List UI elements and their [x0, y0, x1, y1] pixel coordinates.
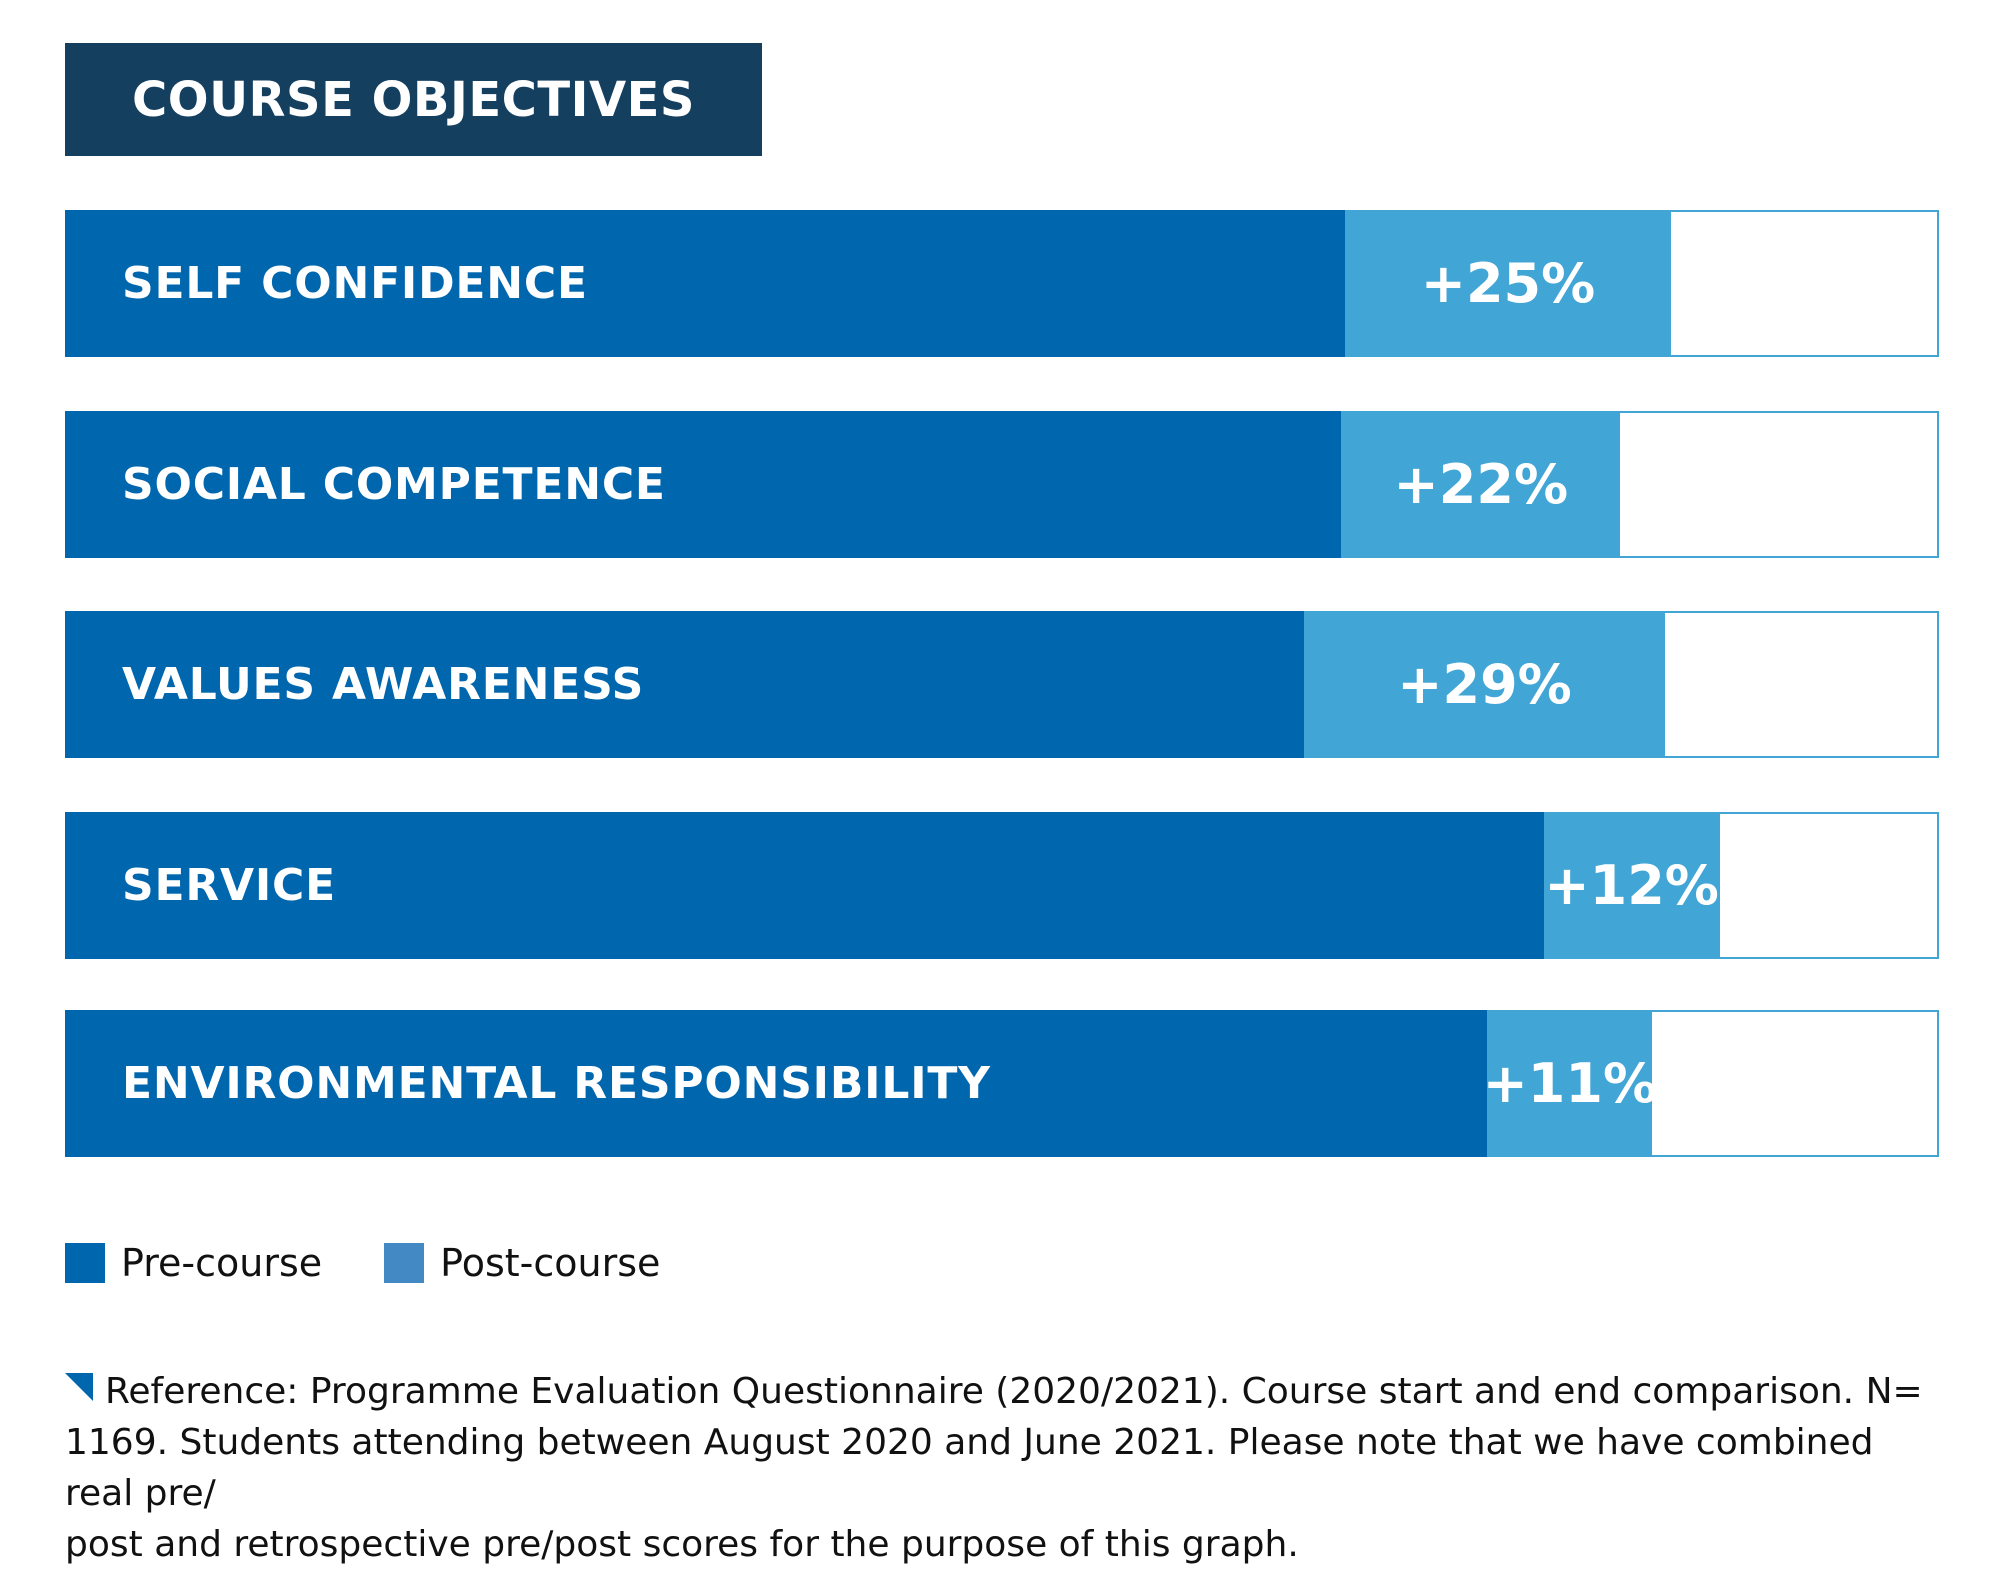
- legend: Pre-course Post-course: [65, 1241, 722, 1285]
- legend-label-pre-course: Pre-course: [121, 1241, 323, 1285]
- bar-pre-course: [65, 1010, 1488, 1157]
- legend-item-post-course: Post-course: [384, 1241, 660, 1285]
- chart-title-box: COURSE OBJECTIVES: [65, 43, 762, 156]
- legend-label-post-course: Post-course: [440, 1241, 661, 1285]
- category-label: SELF CONFIDENCE: [122, 258, 588, 309]
- bar-pre-course: [65, 411, 1342, 558]
- bar-row-values-awareness: VALUES AWARENESS +29%: [65, 611, 1939, 758]
- bar-row-service: SERVICE +12%: [65, 812, 1939, 959]
- data-label: +11%: [1482, 1052, 1658, 1115]
- bar-row-environmental-responsibility: ENVIRONMENTAL RESPONSIBILITY +11%: [65, 1010, 1939, 1157]
- legend-swatch-post-course: [384, 1243, 425, 1283]
- category-label: ENVIRONMENTAL RESPONSIBILITY: [122, 1058, 991, 1109]
- bar-pre-course: [65, 611, 1304, 758]
- data-label: +25%: [1420, 252, 1596, 315]
- legend-item-pre-course: Pre-course: [65, 1241, 322, 1285]
- bar-row-self-confidence: SELF CONFIDENCE +25%: [65, 210, 1939, 357]
- bar-row-social-competence: SOCIAL COMPETENCE +22%: [65, 411, 1939, 558]
- data-label: +12%: [1544, 854, 1719, 917]
- data-label: +29%: [1397, 653, 1572, 716]
- bar-pre-course: [65, 210, 1345, 357]
- category-label: VALUES AWARENESS: [122, 659, 645, 710]
- chart-title: COURSE OBJECTIVES: [132, 71, 695, 128]
- footnote: Reference: Programme Evaluation Question…: [65, 1366, 1945, 1570]
- footnote-line-3: post and retrospective pre/post scores f…: [65, 1524, 1299, 1565]
- category-label: SERVICE: [122, 860, 336, 911]
- footnote-line-1: Reference: Programme Evaluation Question…: [105, 1371, 1923, 1412]
- triangle-marker-icon: [65, 1373, 93, 1401]
- legend-swatch-pre-course: [65, 1243, 105, 1283]
- data-label: +22%: [1393, 453, 1569, 516]
- footnote-line-2: 1169. Students attending between August …: [65, 1422, 1874, 1514]
- category-label: SOCIAL COMPETENCE: [122, 459, 666, 510]
- bar-pre-course: [65, 812, 1544, 959]
